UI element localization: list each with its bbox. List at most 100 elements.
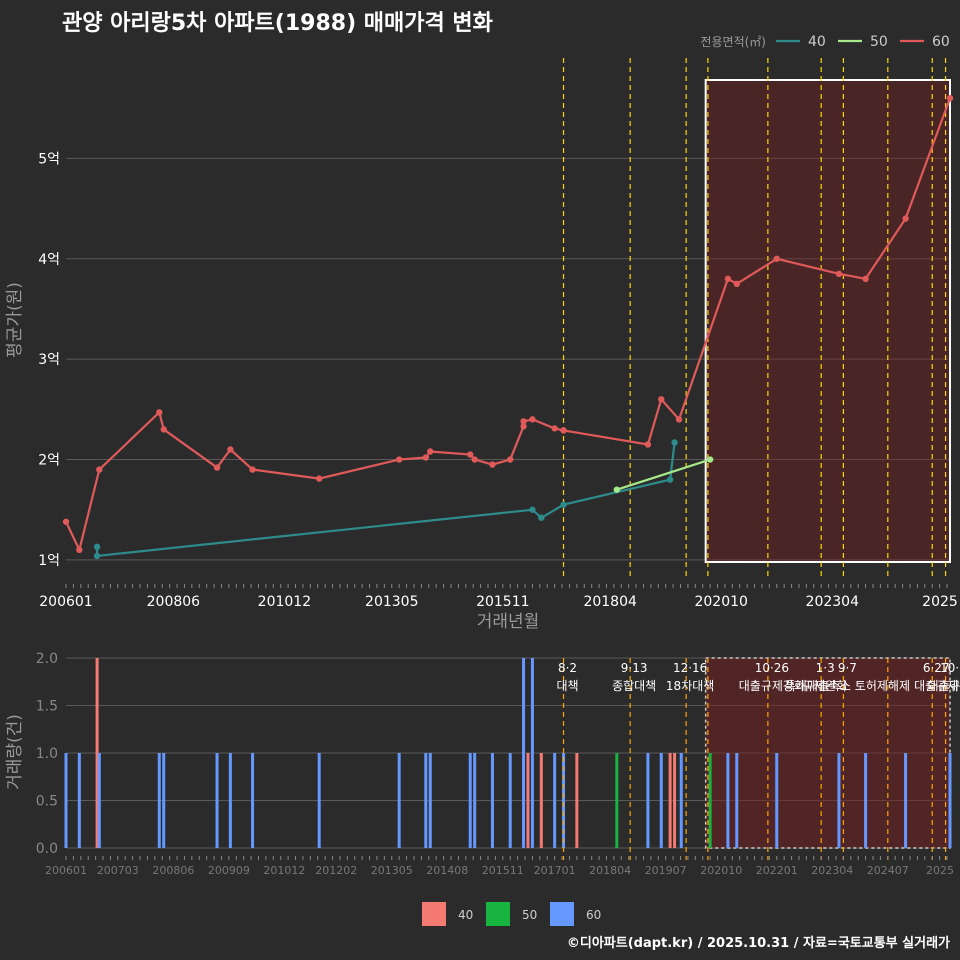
x-tick-label: 200806: [152, 864, 194, 877]
data-point-60: [733, 280, 740, 288]
legend-label-60: 60: [586, 908, 601, 922]
volume-bar-60: [215, 753, 219, 848]
volume-bar-60: [157, 753, 161, 848]
policy-date-label: 8·2: [558, 661, 577, 675]
x-tick-label: 202010: [694, 594, 747, 610]
chart-title: 관양 아리랑5차 아파트(1988) 매매가격 변화: [62, 11, 493, 36]
policy-text-label: 종합대책: [612, 678, 656, 693]
data-point-60: [862, 275, 869, 283]
volume-bar-40: [668, 753, 672, 848]
data-point-60: [507, 456, 514, 463]
policy-text-label: 대출규제강화: [739, 679, 805, 693]
volume-bar-60: [904, 753, 908, 848]
price-chart: 1억 2억 3억 4억 5억 200601 200806 201012 201305 201511…: [5, 34, 958, 632]
y-tick-label: 4억: [38, 252, 60, 268]
data-point-60: [773, 255, 780, 262]
x-tick-label: 201907: [645, 864, 687, 877]
volume-bar-60: [162, 753, 166, 848]
volume-bar-60: [735, 753, 739, 848]
volume-bar-40: [95, 658, 99, 848]
volume-bar-60: [251, 753, 255, 848]
data-point-60: [227, 446, 234, 453]
policy-date-label: 1·3: [816, 661, 835, 675]
data-point-60: [316, 475, 323, 482]
data-point-60: [658, 396, 665, 403]
y-axis-label: 평균가(원): [5, 282, 25, 358]
legend-label-60: 60: [932, 34, 950, 50]
data-point-60: [835, 270, 843, 278]
volume-bar-60: [473, 753, 477, 848]
data-point-40: [93, 543, 101, 551]
data-point-40: [671, 439, 678, 446]
data-point-60: [96, 466, 103, 473]
volume-bar-60: [530, 658, 534, 848]
x-tick-label: 2025: [926, 864, 954, 877]
policy-date-label: 10·: [940, 661, 959, 675]
data-point-60: [62, 518, 70, 525]
data-point-60: [76, 546, 83, 554]
legend-swatch-40: [422, 902, 446, 926]
x-tick-label: 201012: [263, 864, 305, 877]
data-point-60: [395, 456, 403, 463]
x-tick-label: 2025: [922, 594, 958, 610]
highlight-box: [704, 79, 952, 563]
x-tick-label: 201511: [482, 864, 524, 877]
volume-bar-60: [864, 753, 868, 848]
volume-bar-40: [526, 753, 530, 848]
volume-bar-60: [553, 753, 557, 848]
volume-bar-60: [679, 753, 683, 848]
legend-swatch-60: [550, 902, 574, 926]
y-tick-label: 1억: [38, 553, 60, 569]
data-point-50: [613, 486, 621, 493]
data-point-60: [249, 466, 256, 473]
volume-chart: 0.0 0.5 1.0 1.5 2.0 8·2 대책 9·13 종합대책 12·16 18차대책 10…: [5, 651, 960, 926]
data-point-60: [213, 464, 221, 471]
x-tick-label: 200601: [45, 864, 87, 877]
x-tick-label: 202201: [756, 864, 798, 877]
x-tick-label: 202010: [700, 864, 742, 877]
policy-text-label: 규제완화: [803, 679, 847, 693]
x-tick-label: 201804: [589, 864, 631, 877]
x-tick-label: 201305: [371, 864, 413, 877]
policy-date-label: 9·13: [621, 661, 648, 675]
data-point-60: [160, 426, 167, 433]
legend-label-50: 50: [870, 34, 888, 50]
y-tick-label: 1.5: [36, 699, 58, 715]
legend-swatch-50: [486, 902, 510, 926]
y-tick-label: 2.0: [36, 651, 58, 667]
series-line-50: [616, 458, 711, 491]
data-point-40: [538, 514, 545, 521]
data-point-40: [560, 501, 567, 508]
volume-bar-60: [490, 753, 494, 848]
volume-bar-60: [428, 753, 432, 848]
data-point-60: [644, 441, 652, 448]
policy-date-label: 10·26: [755, 661, 789, 675]
data-point-40: [93, 552, 101, 560]
y-tick-label: 1.0: [36, 746, 58, 762]
volume-bar-60: [64, 753, 68, 848]
y-tick-label: 5억: [38, 151, 60, 167]
volume-bar-60: [837, 753, 841, 848]
data-point-60: [675, 416, 683, 423]
volume-bar-60: [646, 753, 650, 848]
data-point-60: [471, 456, 478, 463]
volume-bar-60: [948, 753, 952, 848]
policy-text-label: 특례대출축소 토허제해제: [785, 679, 910, 693]
policy-date-label: 6·27: [923, 661, 950, 675]
volume-bar-40: [673, 753, 677, 848]
volume-bar-60: [77, 753, 81, 848]
x-tick-label: 201511: [476, 594, 529, 610]
data-point-50: [706, 456, 714, 463]
volume-bar-60: [522, 658, 526, 848]
x-tick-label: 201804: [583, 594, 637, 610]
volume-bar-60: [775, 753, 779, 848]
x-tick-label: 200806: [147, 594, 201, 610]
legend-label-40: 40: [458, 908, 473, 922]
volume-bar-60: [97, 753, 101, 848]
y-tick-label: 0.0: [36, 841, 58, 857]
data-point-60: [427, 448, 434, 455]
data-point-60: [560, 427, 567, 434]
y-tick-label: 0.5: [36, 794, 58, 810]
volume-bar-60: [659, 753, 663, 848]
